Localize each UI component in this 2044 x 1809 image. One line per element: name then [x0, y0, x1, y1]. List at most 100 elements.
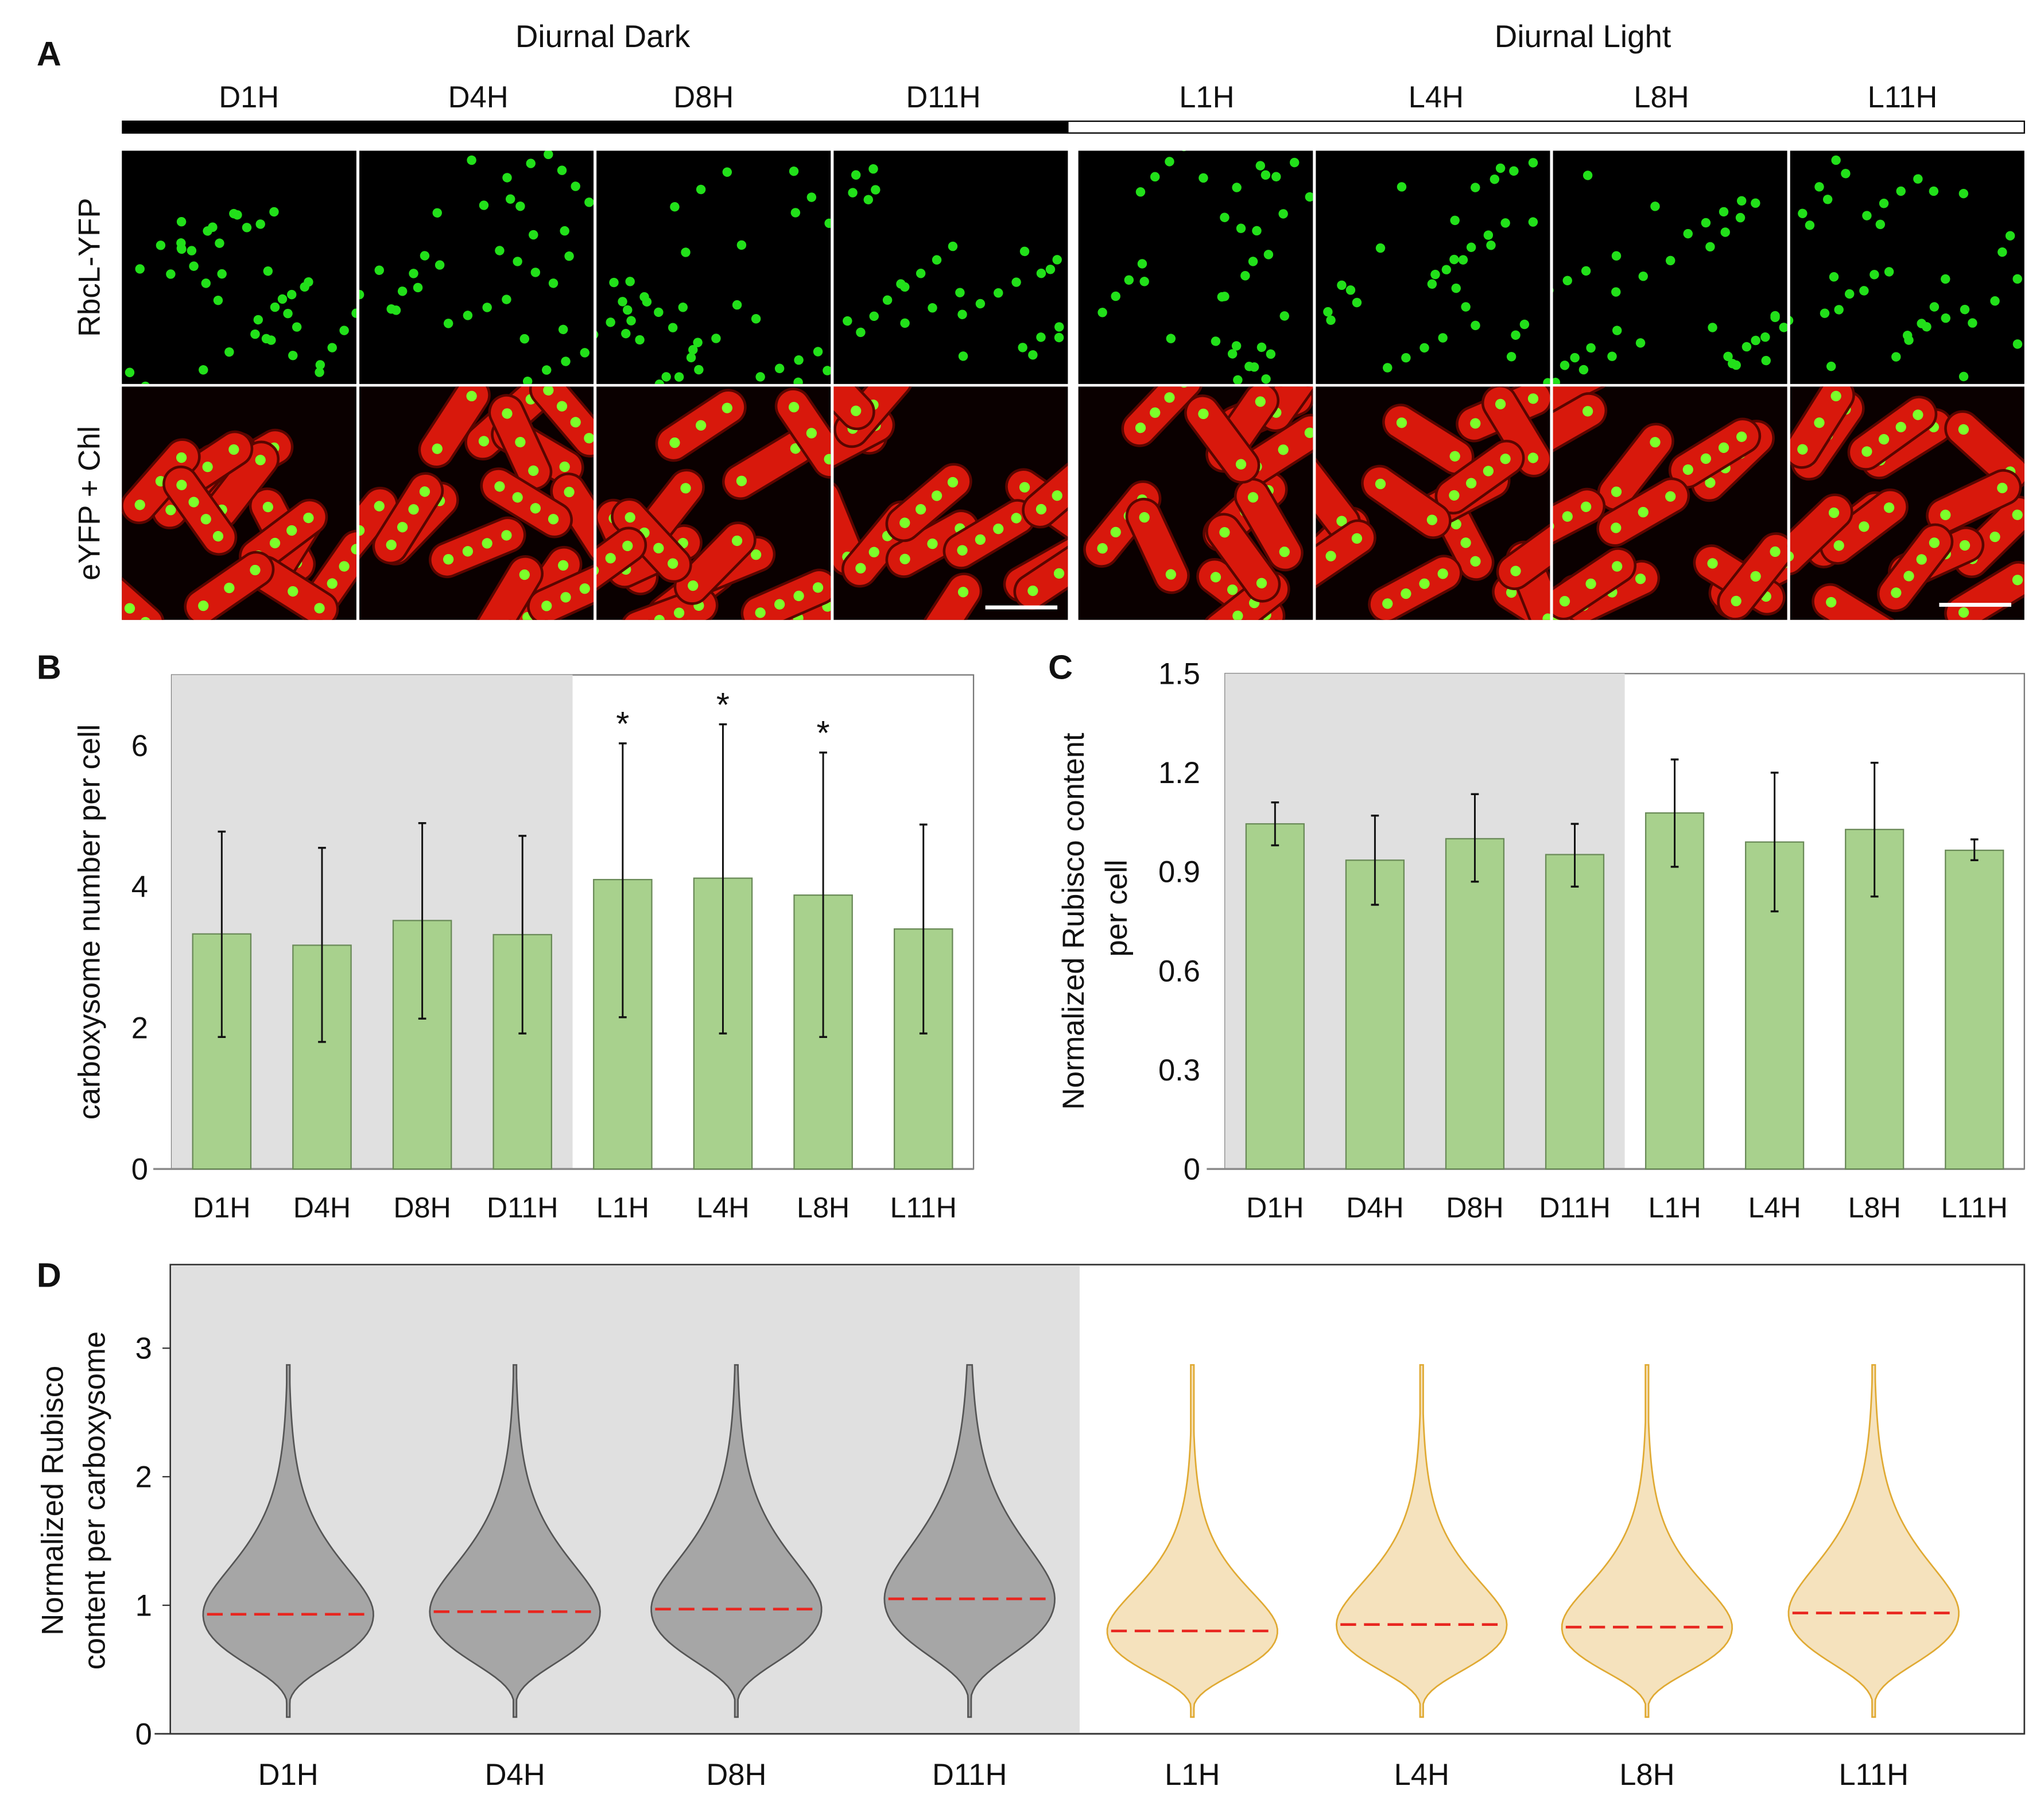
carboxysome-dot [495, 246, 505, 255]
carboxysome-dot [548, 278, 558, 288]
y-tick-label: 0.9 [1158, 855, 1200, 889]
micrograph-merged [1790, 386, 2024, 620]
carboxysome-dot [176, 216, 187, 227]
carboxysome-dot [413, 282, 423, 293]
carboxysome-dot [1884, 267, 1894, 277]
carboxysome-dot [674, 372, 684, 382]
carboxysome-dot [1036, 332, 1046, 342]
x-tick-label: L4H [1394, 1758, 1449, 1792]
carboxysome-dot [351, 308, 356, 318]
x-tick-label: D1H [258, 1758, 319, 1792]
carboxysome-dot [1500, 218, 1510, 228]
carboxysome-dot [686, 352, 696, 363]
carboxysome-dot [270, 302, 280, 312]
carboxysome-dot [1220, 292, 1229, 301]
cell [1013, 537, 1068, 610]
y-tick-label: 1 [135, 1589, 152, 1622]
carboxysome-dot [1701, 218, 1711, 228]
y-axis-label: Normalized Rubisco [36, 1366, 70, 1636]
carboxysome-dot [1461, 302, 1471, 312]
carboxysome-dot [1233, 375, 1243, 384]
cell [1481, 386, 1550, 478]
carboxysome-dot [1383, 363, 1393, 373]
panel-label-b: B [37, 648, 61, 686]
cell [885, 463, 972, 543]
chart-d: 0 1 2 3 D1H D4H D8H D11H L1H L4H L8H L11H Normalized… [36, 1264, 2026, 1792]
carboxysome-dot [1511, 330, 1521, 340]
carboxysome-dot [1611, 251, 1622, 261]
cell [529, 386, 594, 458]
significance-marker: * [817, 714, 830, 752]
x-tick-label: D8H [393, 1192, 451, 1224]
carboxysome-dot [1990, 296, 2000, 306]
carboxysome-dot [1150, 172, 1160, 182]
micrograph-rbcl-yfp [1552, 150, 1787, 384]
cell [774, 388, 831, 479]
carboxysome-dot [693, 338, 703, 347]
y-tick-label: 4 [131, 870, 148, 904]
x-tick-label: D4H [485, 1758, 545, 1792]
carboxysome-dot [1723, 351, 1733, 362]
x-tick-label: L4H [696, 1192, 749, 1224]
cell [162, 465, 238, 556]
carboxysome-dot [479, 200, 489, 210]
violin [1787, 1364, 1960, 1718]
carboxysome-dot [1289, 157, 1300, 168]
carboxysome-dot [1607, 351, 1617, 361]
row-label-rbcl-yfp: RbcL-YFP [72, 198, 106, 337]
carboxysome-dot [957, 309, 967, 319]
carboxysome-dot [1735, 212, 1746, 223]
cell [122, 438, 201, 525]
cell [184, 551, 275, 620]
carboxysome-dot [1019, 246, 1030, 257]
x-tick-label: D1H [1246, 1192, 1304, 1224]
violin [1561, 1364, 1733, 1718]
carboxysome-dot [793, 377, 803, 384]
scale-bar [985, 605, 1058, 610]
carboxysome-dot [1305, 192, 1313, 202]
column-label: L8H [1634, 80, 1689, 114]
carboxysome-dot [1829, 272, 1839, 282]
carboxysome-dot [1913, 174, 1923, 184]
cell [1496, 515, 1550, 590]
chart-c: 0 0.3 0.6 0.9 1.2 1.5 D1H D4H D8H D11H L1H L4H L8H L1… [1057, 657, 2025, 1224]
violin [202, 1364, 374, 1718]
carboxysome-dot [1323, 307, 1333, 317]
column-label: D4H [448, 80, 509, 114]
carboxysome-dot [1483, 230, 1494, 240]
carboxysome-dot [688, 345, 698, 355]
carboxysome-dot [288, 350, 298, 361]
bar [1245, 823, 1305, 1170]
carboxysome-dot [1562, 276, 1572, 285]
cell [833, 386, 875, 431]
carboxysome-dot [994, 288, 1003, 298]
carboxysome-dot [327, 343, 337, 352]
carboxysome-dot [315, 360, 325, 370]
carboxysome-dot [1052, 255, 1062, 265]
carboxysome-dot [623, 305, 633, 315]
carboxysome-dot [1638, 271, 1648, 281]
x-tick-label: L8H [1619, 1758, 1674, 1792]
x-tick-label: L11H [890, 1192, 957, 1224]
cell [359, 486, 399, 575]
carboxysome-dot [1543, 378, 1550, 384]
carboxysome-dot [1466, 242, 1476, 252]
cell [372, 472, 444, 565]
carboxysome-dot [187, 246, 197, 255]
carboxysome-dot [1401, 352, 1411, 363]
carboxysome-dot [1779, 323, 1787, 332]
carboxysome-dot [1509, 166, 1519, 176]
y-axis-label: Normalized Rubisco content [1057, 733, 1091, 1110]
x-tick-label: L11H [1941, 1192, 2008, 1224]
carboxysome-dot [1506, 352, 1516, 362]
cell [1847, 396, 1938, 471]
cell [943, 499, 1036, 570]
carboxysome-dot [843, 316, 852, 326]
carboxysome-dot [813, 347, 823, 357]
cell [488, 394, 553, 490]
carboxysome-dot [1097, 308, 1107, 317]
cell [1819, 488, 1909, 565]
carboxysome-dot [1054, 332, 1064, 343]
carboxysome-dot [1578, 365, 1589, 375]
carboxysome-dot [1471, 183, 1480, 192]
